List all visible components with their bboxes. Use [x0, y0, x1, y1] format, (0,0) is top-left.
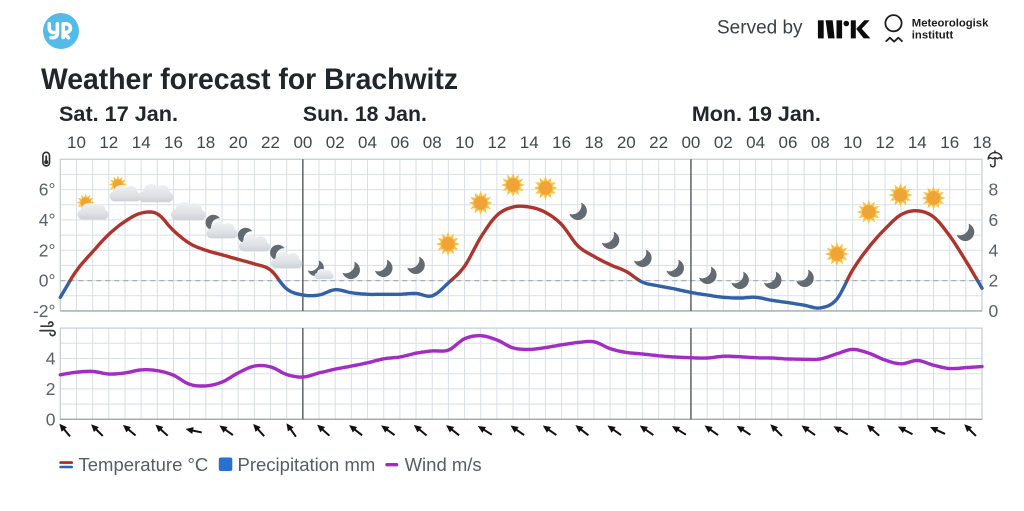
svg-text:0°: 0°	[39, 271, 56, 291]
svg-text:Weather forecast for Brachwitz: Weather forecast for Brachwitz	[41, 63, 458, 96]
svg-text:18: 18	[584, 133, 603, 152]
svg-text:14: 14	[132, 133, 151, 152]
svg-text:10: 10	[67, 133, 86, 152]
svg-text:institutt: institutt	[912, 29, 954, 41]
svg-text:0: 0	[989, 301, 999, 321]
svg-text:2: 2	[989, 271, 999, 291]
svg-text:Wind m/s: Wind m/s	[405, 454, 482, 475]
svg-text:6: 6	[989, 210, 999, 230]
svg-text:10: 10	[455, 133, 474, 152]
svg-text:22: 22	[261, 133, 280, 152]
svg-text:16: 16	[164, 133, 183, 152]
svg-text:00: 00	[681, 133, 700, 152]
svg-text:16: 16	[940, 133, 959, 152]
svg-text:Precipitation mm: Precipitation mm	[238, 454, 376, 475]
svg-text:Sat. 17 Jan.: Sat. 17 Jan.	[59, 103, 178, 126]
svg-text:12: 12	[99, 133, 118, 152]
svg-text:14: 14	[520, 133, 539, 152]
svg-text:Served by: Served by	[717, 18, 803, 39]
svg-text:20: 20	[229, 133, 248, 152]
svg-text:08: 08	[811, 133, 830, 152]
svg-text:02: 02	[326, 133, 345, 152]
svg-text:Mon. 19 Jan.: Mon. 19 Jan.	[692, 103, 821, 126]
svg-text:0: 0	[46, 409, 56, 429]
svg-text:04: 04	[746, 133, 765, 152]
svg-text:12: 12	[876, 133, 895, 152]
svg-text:18: 18	[196, 133, 215, 152]
svg-text:12: 12	[487, 133, 506, 152]
svg-text:4: 4	[46, 349, 56, 369]
svg-text:20: 20	[617, 133, 636, 152]
svg-text:Meteorologisk: Meteorologisk	[912, 18, 989, 30]
svg-text:00: 00	[293, 133, 312, 152]
svg-text:Sun. 18 Jan.: Sun. 18 Jan.	[303, 103, 427, 126]
svg-text:08: 08	[423, 133, 442, 152]
svg-text:Temperature °C: Temperature °C	[79, 454, 209, 475]
svg-text:2°: 2°	[39, 240, 56, 260]
svg-text:02: 02	[714, 133, 733, 152]
svg-text:4°: 4°	[39, 210, 56, 230]
svg-text:6°: 6°	[39, 180, 56, 200]
svg-text:04: 04	[358, 133, 377, 152]
svg-text:18: 18	[973, 133, 992, 152]
svg-text:14: 14	[908, 133, 927, 152]
svg-text:8: 8	[989, 180, 999, 200]
svg-text:06: 06	[390, 133, 409, 152]
svg-text:22: 22	[649, 133, 668, 152]
svg-text:16: 16	[552, 133, 571, 152]
svg-text:10: 10	[843, 133, 862, 152]
svg-text:-2°: -2°	[33, 301, 56, 321]
svg-text:4: 4	[989, 240, 999, 260]
svg-text:2: 2	[46, 379, 56, 399]
svg-text:06: 06	[779, 133, 798, 152]
